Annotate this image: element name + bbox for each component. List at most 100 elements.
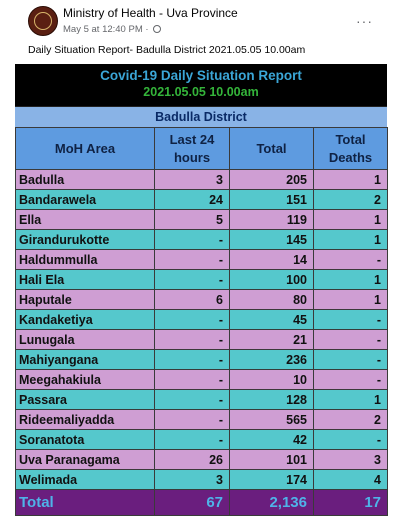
row-area: Haldummulla	[15, 249, 155, 270]
row-total: 101	[229, 449, 314, 470]
post-header: Ministry of Health - Uva Province May 5 …	[0, 0, 401, 60]
row-total: 236	[229, 349, 314, 370]
total-label: Total	[15, 489, 155, 516]
row-total: 80	[229, 289, 314, 310]
post-caption: Daily Situation Report- Badulla District…	[28, 44, 306, 56]
row-deaths: -	[313, 329, 388, 350]
row-last24: -	[154, 329, 230, 350]
row-last24: -	[154, 249, 230, 270]
row-total: 565	[229, 409, 314, 430]
row-total: 128	[229, 389, 314, 410]
row-area: Kandaketiya	[15, 309, 155, 330]
row-deaths: 2	[313, 409, 388, 430]
post-time-text: May 5 at 12:40 PM ·	[63, 24, 152, 35]
row-last24: 3	[154, 469, 230, 490]
row-area: Meegahakiula	[15, 369, 155, 390]
row-deaths: 4	[313, 469, 388, 490]
table-row: Badulla 3 205 1	[15, 169, 388, 190]
row-last24: 24	[154, 189, 230, 210]
table-row: Kandaketiya -45-	[15, 309, 388, 330]
table-row: Ella 5 119 1	[15, 209, 388, 230]
row-deaths: 1	[313, 289, 388, 310]
row-last24: -	[154, 309, 230, 330]
total-deaths: 17	[313, 489, 388, 516]
row-area: Ella	[15, 209, 155, 230]
table-row: Meegahakiula -10-	[15, 369, 388, 390]
total-last24: 67	[154, 489, 230, 516]
table-row: Soranatota -42-	[15, 429, 388, 450]
situation-table: MoH Area Last 24 hours Total Total Death…	[15, 127, 388, 516]
post-timestamp[interactable]: May 5 at 12:40 PM ·	[63, 24, 162, 35]
row-area: Badulla	[15, 169, 155, 190]
row-total: 14	[229, 249, 314, 270]
row-last24: 3	[154, 169, 230, 190]
row-deaths: -	[313, 429, 388, 450]
row-deaths: -	[313, 309, 388, 330]
report-image[interactable]: Covid-19 Daily Situation Report 2021.05.…	[15, 64, 388, 520]
row-last24: 26	[154, 449, 230, 470]
table-row: Haldummulla -14-	[15, 249, 388, 270]
row-deaths: -	[313, 349, 388, 370]
row-last24: -	[154, 389, 230, 410]
more-options-icon[interactable]: ···	[356, 13, 373, 29]
row-last24: -	[154, 409, 230, 430]
header-total: Total	[229, 127, 314, 170]
row-last24: -	[154, 269, 230, 290]
report-banner: Covid-19 Daily Situation Report 2021.05.…	[15, 64, 387, 106]
row-total: 174	[229, 469, 314, 490]
row-deaths: -	[313, 369, 388, 390]
table-row: Mahiyangana -236-	[15, 349, 388, 370]
table-row: Lunugala -21-	[15, 329, 388, 350]
table-row: Passara -128 1	[15, 389, 388, 410]
row-area: Haputale	[15, 289, 155, 310]
row-area: Welimada	[15, 469, 155, 490]
emblem-icon	[34, 12, 52, 30]
row-area: Lunugala	[15, 329, 155, 350]
row-area: Soranatota	[15, 429, 155, 450]
row-area: Mahiyangana	[15, 349, 155, 370]
header-total-deaths: Total Deaths	[313, 127, 388, 170]
table-row: Welimada 3 174 4	[15, 469, 388, 490]
row-total: 205	[229, 169, 314, 190]
table-row: Girandurukotte -145 1	[15, 229, 388, 250]
report-date: 2021.05.05 10.00am	[143, 85, 259, 99]
row-area: Passara	[15, 389, 155, 410]
globe-icon	[153, 25, 162, 33]
table-header-row: MoH Area Last 24 hours Total Total Death…	[15, 127, 388, 170]
row-deaths: 1	[313, 269, 388, 290]
row-total: 151	[229, 189, 314, 210]
row-last24: -	[154, 349, 230, 370]
table-row: Uva Paranagama 26 101 3	[15, 449, 388, 470]
row-total: 100	[229, 269, 314, 290]
row-area: Girandurukotte	[15, 229, 155, 250]
header-moh-area: MoH Area	[15, 127, 155, 170]
row-deaths: 1	[313, 169, 388, 190]
row-last24: -	[154, 369, 230, 390]
row-deaths: 2	[313, 189, 388, 210]
report-title: Covid-19 Daily Situation Report	[100, 68, 302, 83]
row-deaths: 3	[313, 449, 388, 470]
row-total: 10	[229, 369, 314, 390]
page-avatar[interactable]	[28, 6, 58, 36]
table-row: Haputale 6 80 1	[15, 289, 388, 310]
row-deaths: -	[313, 249, 388, 270]
row-deaths: 1	[313, 229, 388, 250]
table-row: Rideemaliyadda -565 2	[15, 409, 388, 430]
total-row: Total 67 2,136 17	[15, 489, 388, 516]
row-total: 21	[229, 329, 314, 350]
row-total: 119	[229, 209, 314, 230]
table-row: Bandarawela 24 151 2	[15, 189, 388, 210]
row-total: 42	[229, 429, 314, 450]
row-last24: -	[154, 229, 230, 250]
header-last-24: Last 24 hours	[154, 127, 230, 170]
page-name-link[interactable]: Ministry of Health - Uva Province	[63, 6, 238, 20]
district-title: Badulla District	[15, 106, 387, 127]
row-deaths: 1	[313, 209, 388, 230]
row-last24: -	[154, 429, 230, 450]
row-area: Bandarawela	[15, 189, 155, 210]
row-deaths: 1	[313, 389, 388, 410]
row-area: Hali Ela	[15, 269, 155, 290]
row-area: Uva Paranagama	[15, 449, 155, 470]
total-total: 2,136	[229, 489, 314, 516]
row-last24: 6	[154, 289, 230, 310]
